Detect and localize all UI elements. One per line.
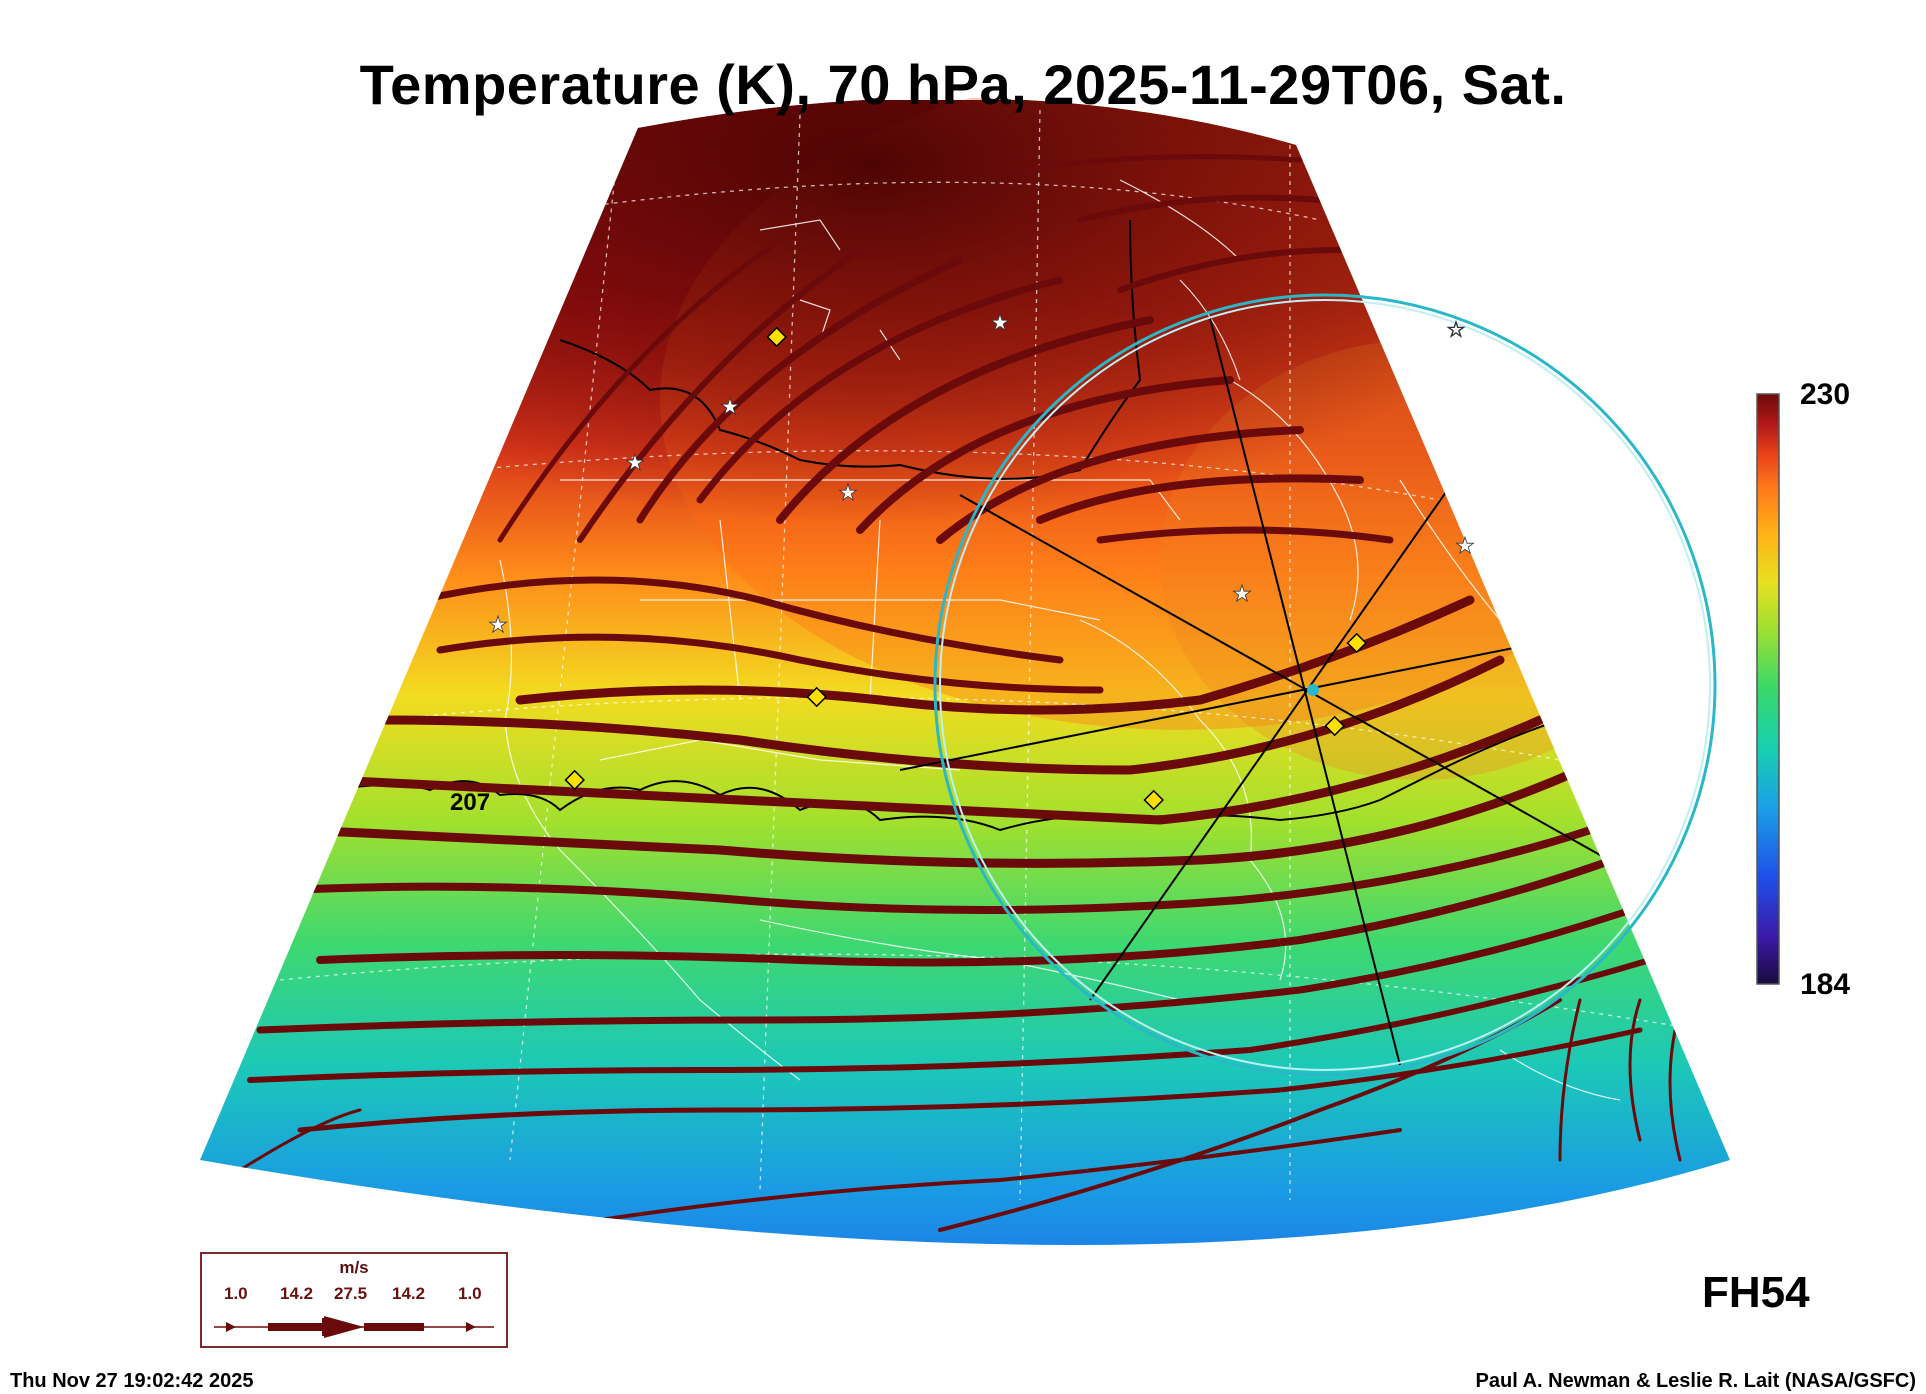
temperature-field (200, 97, 1730, 1245)
graticule (279, 109, 1701, 1201)
svg-text:★: ★ (625, 450, 645, 475)
legend-unit: m/s (339, 1258, 369, 1277)
legend-arrow-scale (214, 1316, 494, 1338)
legend-value: 1.0 (224, 1284, 248, 1303)
svg-text:★: ★ (1232, 581, 1252, 606)
colorbar-min-label: 184 (1800, 968, 1851, 1001)
wind-speed-legend: m/s 1.0 14.2 27.5 14.2 1.0 (200, 1252, 508, 1348)
timestamp: Thu Nov 27 19:02:42 2025 (10, 1370, 254, 1392)
svg-text:★: ★ (720, 394, 740, 419)
forecast-hour-label: FH54 (1702, 1268, 1810, 1317)
contour-label-left: 207 (450, 789, 490, 816)
colorbar-max-label: 230 (1800, 378, 1851, 411)
range-circle (933, 293, 1717, 1077)
svg-text:★: ★ (488, 612, 508, 637)
svg-text:★: ★ (838, 480, 858, 505)
svg-text:☆: ☆ (1446, 317, 1466, 342)
legend-value: 1.0 (458, 1284, 482, 1303)
credit: Paul A. Newman & Leslie R. Lait (NASA/GS… (1475, 1370, 1916, 1392)
diamond-markers (564, 326, 1367, 811)
legend-value: 14.2 (392, 1284, 426, 1303)
center-marker (1307, 684, 1319, 696)
svg-text:★: ★ (990, 310, 1010, 335)
legend-value: 27.5 (334, 1284, 368, 1303)
colorbar (1756, 393, 1780, 985)
chart-title: Temperature (K), 70 hPa, 2025-11-29T06, … (359, 53, 1567, 116)
legend-value: 14.2 (280, 1284, 314, 1303)
star-markers: ★ ★ ★ ★ ★ ★ ★ ☆ (488, 310, 1476, 638)
wind-streamlines (238, 154, 1682, 1232)
contour-north (559, 219, 1142, 480)
svg-text:★: ★ (1455, 533, 1475, 558)
